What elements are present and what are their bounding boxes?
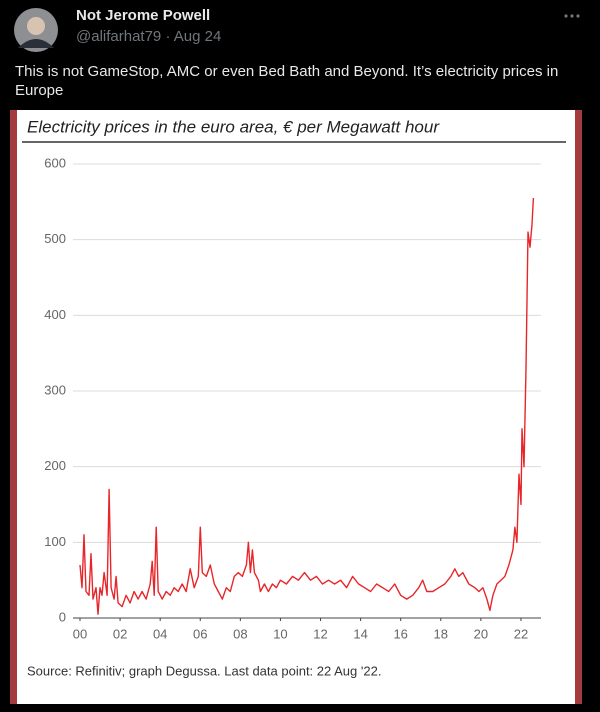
- y-tick-label: 400: [44, 307, 66, 322]
- x-tick-label: 14: [353, 626, 367, 641]
- x-tick-label: 04: [153, 626, 167, 641]
- y-tick-label: 300: [44, 382, 66, 397]
- image-background: [10, 110, 582, 704]
- y-tick-label: 600: [44, 155, 66, 170]
- x-tick-label: 02: [113, 626, 127, 641]
- x-tick-label: 22: [514, 626, 528, 641]
- avatar-face: [27, 17, 45, 35]
- x-tick-label: 08: [233, 626, 247, 641]
- avatar-suit: [18, 39, 54, 48]
- author-handle[interactable]: @alifarhat79 · Aug 24: [76, 28, 222, 45]
- tweet-text: This is not GameStop, AMC or even Bed Ba…: [15, 63, 559, 99]
- x-tick-label: 06: [193, 626, 207, 641]
- x-tick-label: 20: [474, 626, 488, 641]
- x-tick-label: 18: [434, 626, 448, 641]
- chart-source: Source: Refinitiv; graph Degussa. Last d…: [27, 663, 381, 678]
- y-tick-label: 0: [59, 609, 66, 624]
- y-tick-label: 100: [44, 534, 66, 549]
- x-tick-label: 10: [273, 626, 287, 641]
- x-tick-label: 12: [313, 626, 327, 641]
- y-tick-label: 500: [44, 231, 66, 246]
- author-name[interactable]: Not Jerome Powell: [76, 7, 211, 24]
- image-border-right: [575, 110, 582, 704]
- y-tick-label: 200: [44, 458, 66, 473]
- x-tick-label: 00: [73, 626, 87, 641]
- chart-title: Electricity prices in the euro area, € p…: [27, 117, 440, 136]
- x-tick-label: 16: [393, 626, 407, 641]
- image-border-left: [10, 110, 17, 704]
- more-button[interactable]: [564, 14, 580, 18]
- price-line: [79, 197, 535, 615]
